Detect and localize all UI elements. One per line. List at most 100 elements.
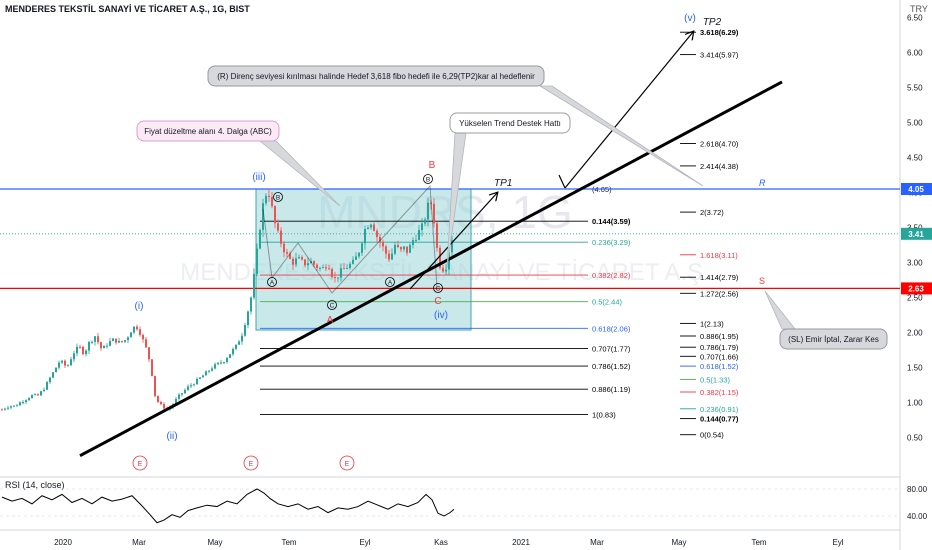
resistance-letter: R: [759, 178, 766, 188]
resistance-break-note-text: (R) Direnç seviyesi kırılması halinde He…: [217, 72, 535, 81]
event-marker[interactable]: [132, 455, 148, 471]
candle-body: [289, 253, 291, 259]
rsi-tick-label: 80.00: [907, 485, 928, 494]
candle-body: [322, 267, 324, 269]
candle-body: [304, 259, 306, 266]
rsi-pane[interactable]: 80.00 40.00: [0, 485, 928, 524]
circled-wave-marker: [433, 283, 443, 293]
candle-body: [298, 257, 300, 259]
candle-body: [235, 344, 237, 349]
event-marker[interactable]: [339, 455, 355, 471]
fib1-label: 1(0.83): [592, 410, 616, 419]
candle-body: [187, 386, 189, 390]
tp1-arrow[interactable]: [409, 193, 497, 290]
candle-body: [82, 346, 84, 355]
circled-wave-letter: C: [330, 303, 335, 310]
candle-body: [406, 246, 408, 253]
candle-body: [307, 263, 309, 266]
candle-body: [73, 353, 75, 360]
time-axis[interactable]: 2020 Mar May Tem Eyl Kas 2021 Mar May Tem Eyl: [54, 538, 844, 547]
correction-zone-note[interactable]: [136, 120, 280, 142]
candle-body: [202, 375, 204, 378]
correction-zone-box[interactable]: [255, 188, 472, 331]
candle-body: [445, 269, 447, 272]
rsi-tick-label: 40.00: [907, 512, 928, 521]
fib2-label: 3.618(6.29): [700, 28, 739, 37]
candle-body: [148, 347, 150, 360]
trend-line-note[interactable]: [449, 112, 571, 134]
candle-body: [247, 311, 249, 326]
price-tick-label: 6.50: [907, 14, 923, 23]
candle-body: [244, 325, 246, 336]
candle-body: [403, 246, 405, 250]
candle-body: [1, 409, 3, 411]
callout-pointer: [538, 85, 704, 187]
fib-extension-2[interactable]: 3.618(6.29) 3.414(5.97) 2.618(4.70) 2.414(4…: [680, 28, 739, 440]
candle-body: [409, 244, 411, 253]
candle-body: [22, 402, 24, 404]
fib2-label: 0.707(1.66): [700, 352, 739, 361]
price-tick-label: 3.00: [907, 259, 923, 268]
tp2-arrow[interactable]: [564, 32, 693, 189]
rsi-line[interactable]: [1, 488, 455, 524]
resistance-break-note[interactable]: [207, 65, 545, 87]
candle-body: [238, 341, 240, 345]
candle-body: [7, 407, 9, 409]
circled-wave-marker: [423, 174, 433, 184]
event-marker[interactable]: [243, 455, 259, 471]
circled-wave-letter: B: [426, 177, 430, 184]
circled-wave-marker: [385, 277, 395, 287]
candle-body: [391, 253, 393, 260]
candle-body: [154, 375, 156, 397]
candle-body: [430, 202, 432, 204]
fib1-label: 0.707(1.77): [592, 345, 631, 354]
abc-wave-path: [262, 184, 438, 294]
candle-body: [52, 372, 54, 378]
candle-body: [211, 368, 213, 371]
fib1-label: 0.5(2.44): [592, 298, 623, 307]
candle-body: [139, 329, 141, 335]
candle-body: [427, 202, 429, 220]
annotations[interactable]: Fiyat düzeltme alanı 4. Dalga (ABC) Yükse…: [136, 65, 888, 350]
fib-retracement-1[interactable]: 0.144(3.59) 0.236(3.29) 0.382(2.82) 0.5(2.4…: [260, 185, 631, 419]
candle-body: [76, 346, 78, 354]
candle-body: [124, 340, 126, 342]
candle-body: [181, 393, 183, 395]
candle-body: [283, 243, 285, 253]
time-tick-label: Tem: [751, 538, 766, 547]
candle-body: [328, 268, 330, 270]
trend-lines[interactable]: TP1 TP2 R S: [79, 17, 783, 458]
price-candles: [1, 188, 453, 411]
candle-body: [79, 346, 81, 348]
candle-body: [364, 228, 366, 244]
tp2-arrow-tail: [558, 174, 566, 189]
candle-body: [178, 394, 180, 399]
candle-body: [34, 394, 36, 396]
fib2-label: 1(2.13): [700, 319, 724, 328]
symbol-title: MENDERES TEKSTİL SANAYİ VE TİCARET A.Ş.,…: [5, 4, 250, 14]
horizontal-levels[interactable]: 4.05 2.63 3.41: [0, 183, 932, 295]
event-marker-letter: E: [138, 461, 143, 468]
fib2-label: 1.272(2.56): [700, 289, 739, 298]
candle-body: [385, 246, 387, 254]
candle-body: [277, 223, 279, 231]
stop-loss-note[interactable]: [779, 328, 888, 350]
candle-body: [424, 219, 426, 224]
time-tick-label: Eyl: [832, 538, 843, 547]
candle-body: [232, 348, 234, 355]
candle-body: [376, 230, 378, 237]
candle-body: [286, 252, 288, 254]
candle-body: [442, 267, 444, 272]
candle-body: [94, 336, 96, 342]
candle-body: [226, 358, 228, 363]
candle-body: [100, 342, 102, 349]
fib2-label: 1.618(3.11): [700, 251, 738, 260]
candle-body: [190, 385, 192, 387]
candle-body: [229, 354, 231, 359]
trend-line-note-text: Yükselen Trend Destek Hattı: [459, 119, 561, 128]
price-level-tag-text: 2.63: [908, 284, 924, 293]
rising-trend-support-line[interactable]: [79, 80, 783, 458]
candle-body: [373, 224, 375, 231]
